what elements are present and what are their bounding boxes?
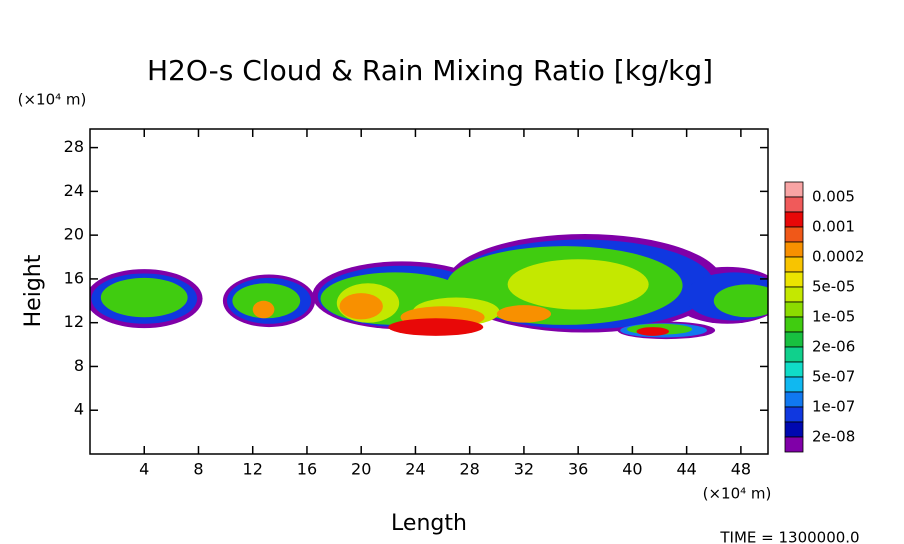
contour-region <box>232 283 301 319</box>
colorbar-label: 5e-07 <box>812 368 855 386</box>
x-tick-label: 40 <box>622 460 642 479</box>
colorbar-label: 1e-05 <box>812 308 855 326</box>
y-axis-label: Height <box>21 254 46 327</box>
colorbar-label: 2e-06 <box>812 338 855 356</box>
contour-field <box>90 234 768 340</box>
colorbar-swatch <box>784 241 804 258</box>
colorbar-swatch <box>784 421 804 438</box>
colorbar-swatch <box>784 271 804 288</box>
contour-region <box>100 277 188 318</box>
y-tick-label: 4 <box>74 400 84 419</box>
y-tick-label: 12 <box>64 312 84 331</box>
colorbar-swatch <box>784 346 804 363</box>
colorbar-label: 2e-08 <box>812 428 855 446</box>
x-unit: (×10⁴ m) <box>703 485 772 503</box>
contour-region <box>496 305 552 323</box>
colorbar-swatch <box>784 376 804 393</box>
colorbar-swatch <box>784 361 804 378</box>
x-axis-label: Length <box>391 511 467 536</box>
colorbar-swatch <box>784 391 804 408</box>
plot-frame <box>89 128 769 455</box>
x-tick-label: 48 <box>731 460 751 479</box>
colorbar-label: 5e-05 <box>812 278 855 296</box>
x-tick-label: 36 <box>568 460 588 479</box>
y-unit: (×10⁴ m) <box>18 91 87 109</box>
contour-region <box>252 300 275 319</box>
y-tick-label: 16 <box>64 268 84 287</box>
colorbar-swatch <box>784 316 804 333</box>
x-tick-label: 20 <box>351 460 371 479</box>
x-tick-label: 4 <box>139 460 149 479</box>
colorbar-swatch <box>784 331 804 348</box>
colorbar-swatch <box>784 301 804 318</box>
colorbar-label: 0.0002 <box>812 248 865 266</box>
chart-title: H2O-s Cloud & Rain Mixing Ratio [kg/kg] <box>147 54 713 87</box>
colorbar-label: 0.001 <box>812 218 855 236</box>
y-tick-label: 24 <box>64 181 84 200</box>
y-tick-label: 8 <box>74 356 84 375</box>
colorbar-swatch <box>784 436 804 453</box>
y-tick-label: 28 <box>64 137 84 156</box>
colorbar-swatch <box>784 181 804 198</box>
colorbar-swatch <box>784 196 804 213</box>
colorbar-label: 0.005 <box>812 188 855 206</box>
contour-region <box>636 327 670 336</box>
y-tick-label: 20 <box>64 225 84 244</box>
colorbar-swatch <box>784 256 804 273</box>
colorbar-label: 1e-07 <box>812 398 855 416</box>
colorbar-swatch <box>784 226 804 243</box>
x-tick-label: 8 <box>193 460 203 479</box>
x-tick-label: 12 <box>243 460 263 479</box>
annotation: TIME = 1300000.0 <box>719 529 859 544</box>
contour-region <box>388 318 484 336</box>
x-tick-label: 16 <box>297 460 317 479</box>
colorbar-swatch <box>784 211 804 228</box>
x-tick-label: 28 <box>460 460 480 479</box>
x-tick-label: 24 <box>405 460 425 479</box>
x-tick-label: 32 <box>514 460 534 479</box>
colorbar-swatch <box>784 406 804 423</box>
contour-region <box>339 293 383 320</box>
contour-region <box>713 284 768 318</box>
colorbar-swatch <box>784 286 804 303</box>
contour-region <box>507 259 649 310</box>
x-tick-label: 44 <box>676 460 696 479</box>
